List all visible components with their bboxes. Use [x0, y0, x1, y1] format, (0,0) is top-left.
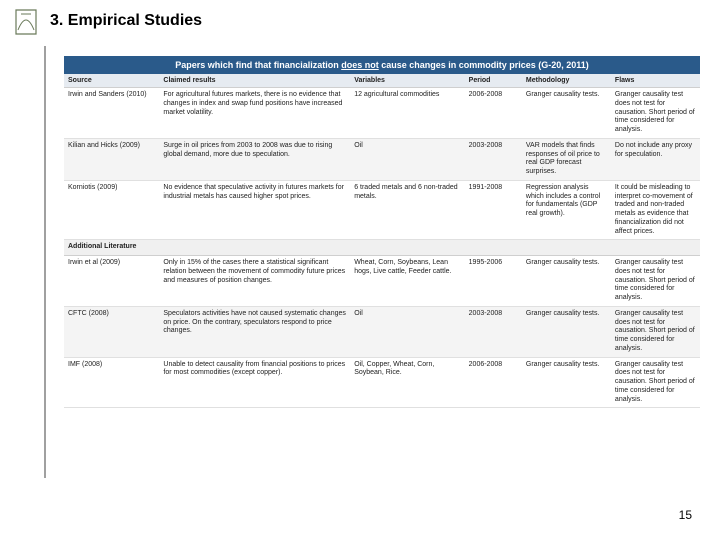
- table-cell: Wheat, Corn, Soybeans, Lean hogs, Live c…: [350, 256, 464, 307]
- table-row: CFTC (2008)Speculators activities have n…: [64, 306, 700, 357]
- table-cell: Kilian and Hicks (2009): [64, 138, 159, 180]
- table-cell: 2006-2008: [465, 88, 522, 139]
- table-cell: Irwin and Sanders (2010): [64, 88, 159, 139]
- caption-prefix: Papers which find that financialization: [175, 60, 341, 70]
- page-number: 15: [679, 508, 692, 522]
- col-period: Period: [465, 74, 522, 88]
- table-cell: Do not include any proxy for speculation…: [611, 138, 700, 180]
- table-cell: Granger causality tests.: [522, 306, 611, 357]
- table-cell: CFTC (2008): [64, 306, 159, 357]
- table-cell: Granger causality tests.: [522, 256, 611, 307]
- table-row: Irwin et al (2009)Only in 15% of the cas…: [64, 256, 700, 307]
- table-cell: Granger causality tests.: [522, 88, 611, 139]
- table-cell: 2003-2008: [465, 306, 522, 357]
- col-source: Source: [64, 74, 159, 88]
- table-cell: Only in 15% of the cases there a statist…: [159, 256, 350, 307]
- logo-icon: [14, 8, 38, 36]
- section-row: Additional Literature: [64, 240, 700, 256]
- table-row: IMF (2008)Unable to detect causality fro…: [64, 357, 700, 408]
- table-cell: Speculators activities have not caused s…: [159, 306, 350, 357]
- table-row: Kilian and Hicks (2009)Surge in oil pric…: [64, 138, 700, 180]
- caption-underline: does not: [341, 60, 379, 70]
- section-title: 3. Empirical Studies: [50, 12, 202, 30]
- col-flaws: Flaws: [611, 74, 700, 88]
- table-cell: Granger causality test does not test for…: [611, 88, 700, 139]
- section-label: Additional Literature: [64, 240, 700, 256]
- table-cell: Oil: [350, 306, 464, 357]
- literature-table: Papers which find that financialization …: [64, 56, 700, 408]
- table-cell: Granger causality test does not test for…: [611, 357, 700, 408]
- table-cell: 2006-2008: [465, 357, 522, 408]
- table-cell: Oil, Copper, Wheat, Corn, Soybean, Rice.: [350, 357, 464, 408]
- table-caption: Papers which find that financialization …: [64, 56, 700, 74]
- table-cell: VAR models that finds responses of oil p…: [522, 138, 611, 180]
- vertical-divider: [44, 46, 46, 478]
- table-cell: It could be misleading to interpret co-m…: [611, 180, 700, 240]
- caption-suffix: cause changes in commodity prices (G-20,…: [379, 60, 589, 70]
- table-cell: 2003-2008: [465, 138, 522, 180]
- table-cell: Unable to detect causality from financia…: [159, 357, 350, 408]
- table-cell: 1995-2006: [465, 256, 522, 307]
- table-cell: IMF (2008): [64, 357, 159, 408]
- table-cell: Granger causality test does not test for…: [611, 256, 700, 307]
- table-row: Korniotis (2009)No evidence that specula…: [64, 180, 700, 240]
- table-cell: Oil: [350, 138, 464, 180]
- table-cell: 6 traded metals and 6 non-traded metals.: [350, 180, 464, 240]
- table-cell: 12 agricultural commodities: [350, 88, 464, 139]
- col-variables: Variables: [350, 74, 464, 88]
- table-cell: 1991-2008: [465, 180, 522, 240]
- table-cell: Granger causality tests.: [522, 357, 611, 408]
- table-row: Irwin and Sanders (2010)For agricultural…: [64, 88, 700, 139]
- col-results: Claimed results: [159, 74, 350, 88]
- col-methodology: Methodology: [522, 74, 611, 88]
- table-cell: Regression analysis which includes a con…: [522, 180, 611, 240]
- table-cell: Irwin et al (2009): [64, 256, 159, 307]
- table-cell: For agricultural futures markets, there …: [159, 88, 350, 139]
- table-cell: No evidence that speculative activity in…: [159, 180, 350, 240]
- table-cell: Granger causality test does not test for…: [611, 306, 700, 357]
- table-cell: Korniotis (2009): [64, 180, 159, 240]
- table-cell: Surge in oil prices from 2003 to 2008 wa…: [159, 138, 350, 180]
- studies-table: Source Claimed results Variables Period …: [64, 74, 700, 408]
- table-header-row: Source Claimed results Variables Period …: [64, 74, 700, 88]
